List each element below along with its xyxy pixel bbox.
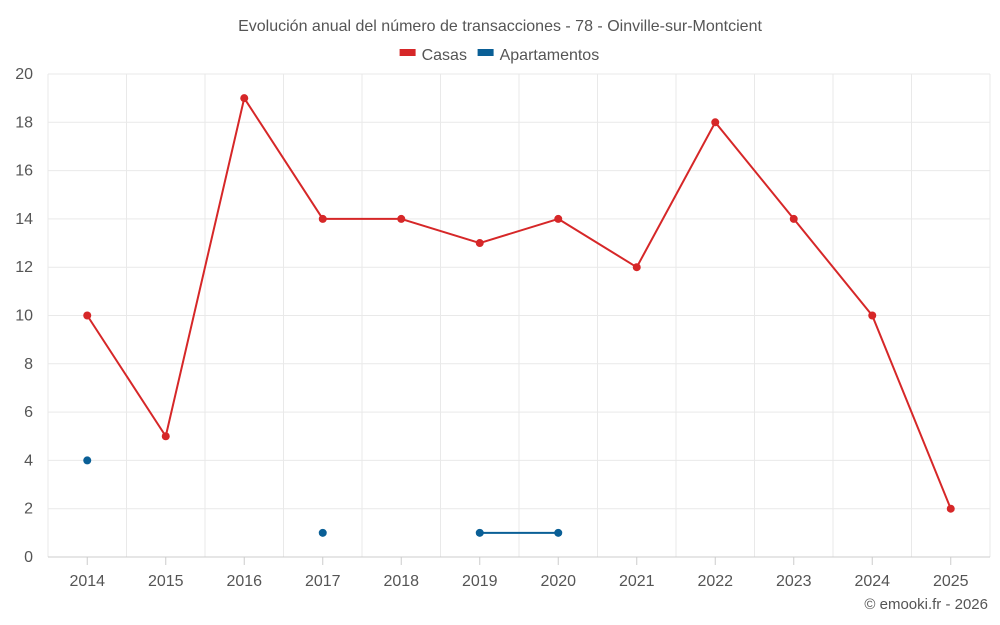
legend-swatch [399,49,416,56]
x-tick-label: 2017 [305,573,341,590]
legend-item-apartamentos[interactable]: Apartamentos [477,47,600,64]
x-tick-label: 2023 [776,573,812,590]
series-casas [83,94,955,513]
y-tick-label: 14 [15,211,33,228]
data-point[interactable] [632,263,641,272]
data-point[interactable] [318,528,327,537]
data-point[interactable] [554,214,563,223]
series-line [86,97,952,510]
y-tick-label: 2 [24,501,33,518]
y-tick-label: 16 [15,163,33,180]
data-point[interactable] [83,311,92,320]
y-tick-label: 10 [15,308,33,325]
grid [47,73,991,558]
data-point[interactable] [711,118,720,127]
series-apartamentos [83,456,563,537]
x-tick-label: 2015 [148,573,184,590]
credit-text: © emooki.fr - 2026 [864,596,988,613]
legend-item-casas[interactable]: Casas [399,47,467,64]
data-point[interactable] [240,94,249,103]
x-tick-label: 2025 [933,573,969,590]
y-tick-label: 8 [24,356,33,373]
data-point[interactable] [397,214,406,223]
data-point[interactable] [789,214,798,223]
x-tick-label: 2024 [854,573,890,590]
data-point[interactable] [554,528,563,537]
y-tick-label: 18 [15,114,33,131]
x-tick-label: 2021 [619,573,655,590]
legend-label: Apartamentos [500,47,600,64]
y-tick-label: 4 [24,452,33,469]
chart-title: Evolución anual del número de transaccio… [238,18,762,35]
legend-label: Casas [422,47,467,64]
x-tick-label: 2019 [462,573,498,590]
y-tick-label: 12 [15,259,33,276]
data-point[interactable] [868,311,877,320]
y-tick-label: 0 [24,549,33,566]
x-tick-label: 2016 [226,573,262,590]
data-point[interactable] [475,528,484,537]
x-tick-label: 2014 [69,573,105,590]
data-point[interactable] [161,432,170,441]
x-tick-label: 2018 [383,573,419,590]
x-tick-label: 2022 [697,573,733,590]
data-point[interactable] [318,214,327,223]
y-axis: 0 2 4 6 8 10 12 14 16 18 20 [15,66,33,566]
y-tick-label: 6 [24,404,33,421]
data-point[interactable] [83,456,92,465]
data-point[interactable] [475,239,484,248]
legend: Casas Apartamentos [399,47,600,64]
series-group [83,94,955,537]
x-axis: 2014 2015 2016 2017 2018 2019 2020 2021 2022 2023… [48,556,990,590]
y-tick-label: 20 [15,66,33,83]
legend-swatch [477,49,494,56]
x-tick-label: 2020 [540,573,576,590]
data-point[interactable] [946,504,955,513]
